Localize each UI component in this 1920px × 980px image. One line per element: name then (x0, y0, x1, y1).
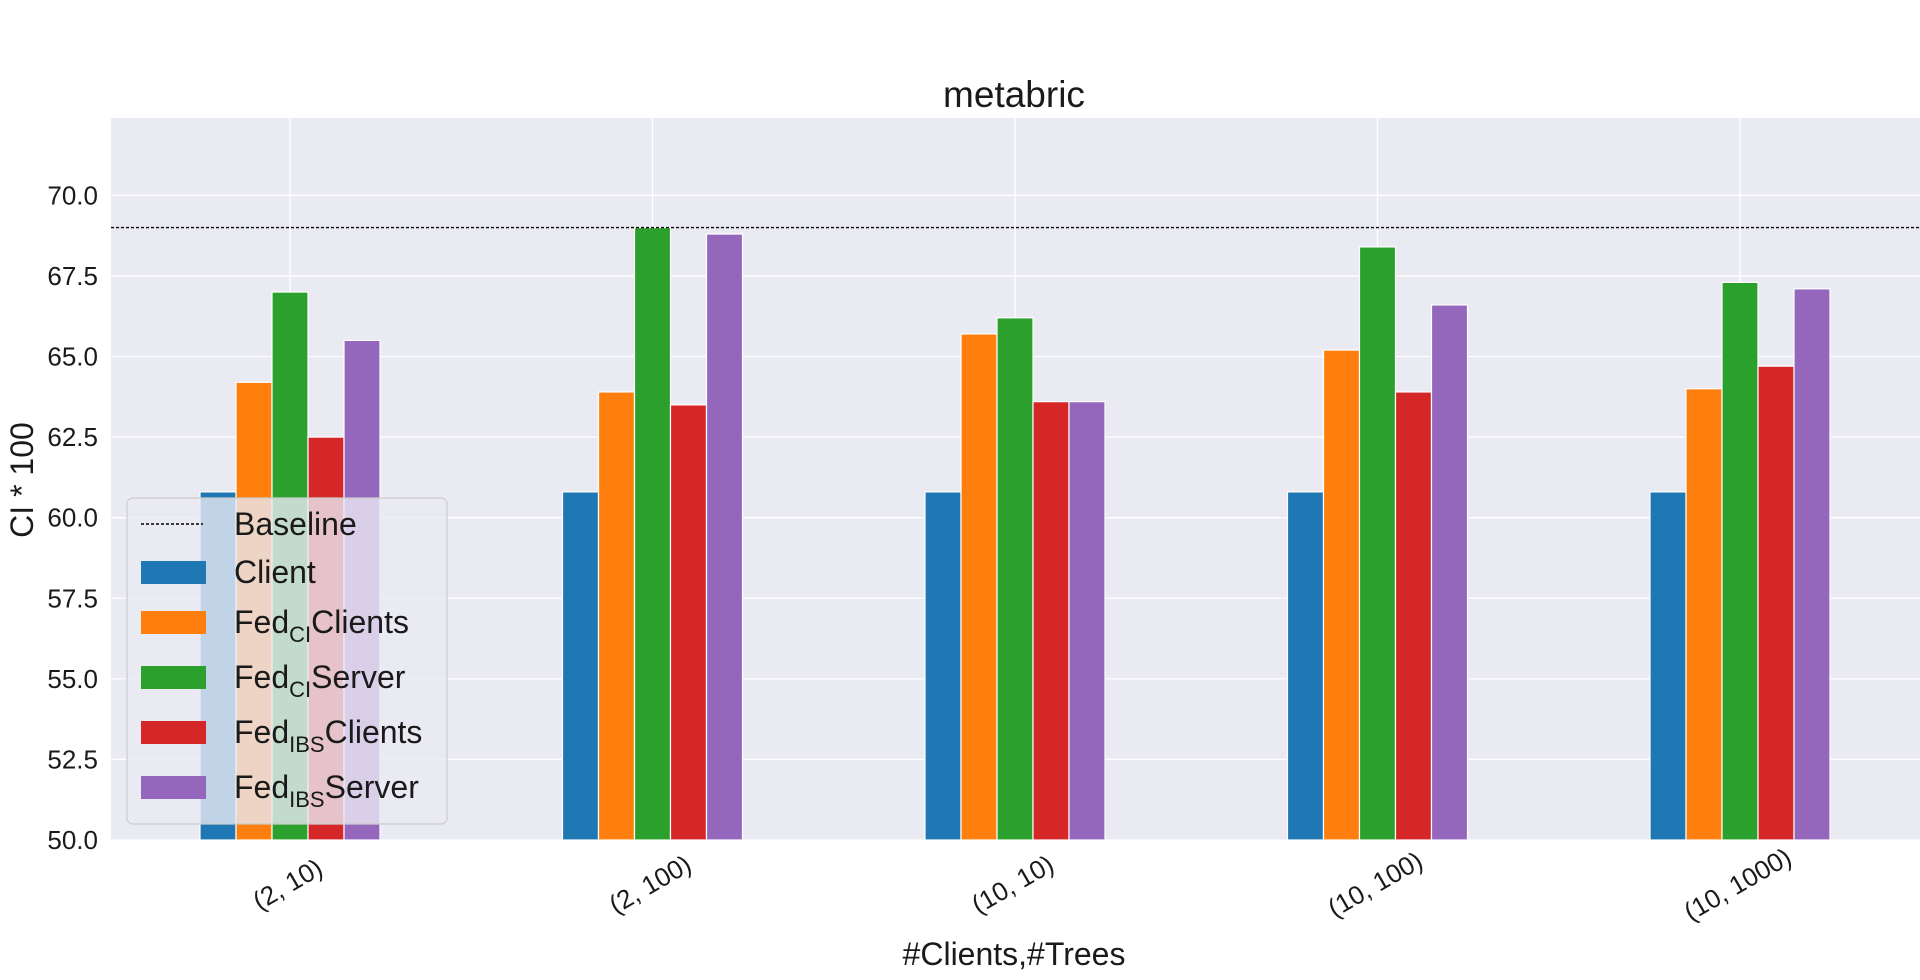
bar-fed-ibs-clients-1 (669, 404, 708, 841)
legend-box (126, 497, 448, 825)
x-tick-labels: (2, 10) (2, 100) (10, 10) (10, 100) (10, 100… (247, 842, 1796, 927)
bar-fed-ci-clients-2 (960, 333, 998, 841)
bar-fed-ibs-clients-3 (1394, 391, 1433, 841)
y-tick-label: 67.5 (47, 261, 98, 291)
legend-swatch (141, 611, 206, 634)
legend-label: Client (234, 554, 316, 590)
bar-fed-ibs-server-4 (1793, 288, 1831, 841)
y-tick-label: 70.0 (47, 180, 98, 210)
bar-fed-ci-server-2 (996, 317, 1034, 841)
bar-fed-ci-clients-1 (597, 391, 636, 841)
y-axis-label: CI * 100 (4, 422, 40, 538)
y-tick-label: 57.5 (47, 583, 98, 613)
x-tick-label: (10, 10) (966, 849, 1059, 920)
bar-fed-ci-server-3 (1358, 246, 1397, 841)
bar-fed-ibs-server-3 (1430, 304, 1469, 841)
y-tick-label: 65.0 (47, 342, 98, 372)
bar-fed-ibs-clients-4 (1757, 365, 1795, 841)
legend-swatch (141, 561, 206, 584)
bar-client-3 (1286, 491, 1325, 841)
y-tick-label: 55.0 (47, 664, 98, 694)
bar-client-1 (561, 491, 600, 841)
bar-fed-ci-server-1 (633, 226, 672, 841)
legend-label: FedIBSServer (234, 769, 419, 812)
legend-label: FedIBSClients (234, 714, 422, 757)
x-axis-label: #Clients,#Trees (903, 936, 1126, 972)
chart-title: metabric (943, 74, 1085, 115)
bar-client-2 (924, 491, 962, 841)
legend-baseline-label: Baseline (234, 506, 357, 542)
x-tick-label: (10, 1000) (1679, 842, 1797, 927)
bar-fed-ibs-server-2 (1068, 401, 1106, 841)
bar-client-4 (1649, 491, 1687, 841)
x-tick-label: (10, 100) (1322, 845, 1427, 923)
legend-swatch (141, 666, 206, 689)
bar-fed-ibs-clients-2 (1032, 401, 1070, 841)
legend-swatch (141, 776, 206, 799)
legend: Baseline Client FedCIClients FedCIServer Fed… (126, 497, 448, 825)
y-tick-label: 50.0 (47, 825, 98, 855)
x-tick-label: (2, 100) (604, 849, 697, 920)
bar-fed-ci-clients-4 (1685, 388, 1723, 841)
y-tick-label: 52.5 (47, 744, 98, 774)
y-tick-label: 62.5 (47, 422, 98, 452)
bar-fed-ci-clients-3 (1322, 349, 1361, 841)
legend-swatch (141, 721, 206, 744)
bar-fed-ci-server-4 (1721, 281, 1759, 841)
legend-label: FedCIServer (234, 659, 406, 702)
y-tick-labels: 50.0 52.5 55.0 57.5 60.0 62.5 65.0 67.5 70.0 (47, 180, 98, 855)
x-tick-label: (2, 10) (247, 852, 327, 916)
bar-fed-ibs-server-1 (705, 233, 744, 841)
y-tick-label: 60.0 (47, 503, 98, 533)
legend-label: FedCIClients (234, 604, 409, 647)
